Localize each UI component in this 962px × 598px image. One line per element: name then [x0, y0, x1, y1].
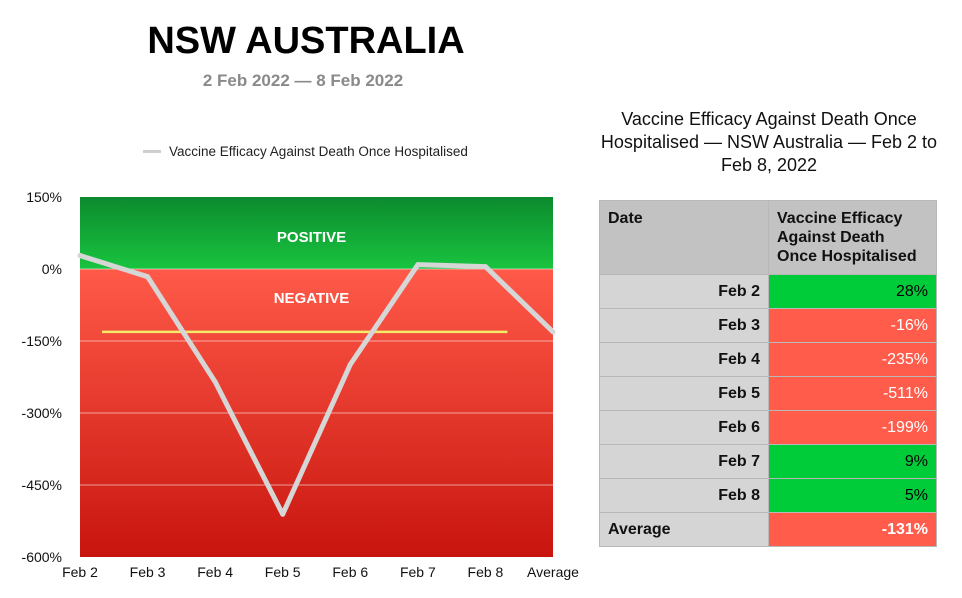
y-axis-ticks: 150% 0% -150% -300% -450% -600% [22, 189, 62, 565]
x-tick-label: Feb 8 [468, 564, 504, 580]
row-value: -235% [768, 342, 937, 377]
table-row: Feb 7 9% [599, 444, 937, 479]
chart-legend: Vaccine Efficacy Against Death Once Hosp… [143, 144, 468, 159]
y-tick-label: -600% [22, 549, 62, 565]
table-row: Feb 8 5% [599, 478, 937, 513]
row-value: 9% [768, 444, 937, 479]
row-date: Feb 5 [599, 376, 769, 411]
data-point [550, 329, 556, 335]
row-date: Feb 2 [599, 274, 769, 309]
table-row: Feb 5 -511% [599, 376, 937, 411]
data-point [415, 262, 421, 268]
x-tick-label: Feb 4 [197, 564, 233, 580]
negative-band-label: NEGATIVE [274, 290, 350, 307]
legend-label: Vaccine Efficacy Against Death Once Hosp… [169, 144, 468, 159]
legend-swatch [143, 150, 161, 153]
table-row: Feb 3 -16% [599, 308, 937, 343]
x-tick-label: Feb 6 [332, 564, 368, 580]
positive-band-label: POSITIVE [277, 229, 346, 246]
row-date: Feb 6 [599, 410, 769, 445]
efficacy-line-chart: POSITIVE NEGATIVE 150% 0% -150% -300% -450% -… [22, 189, 580, 580]
y-tick-label: -150% [22, 333, 62, 349]
header-date: Date [599, 200, 769, 275]
x-tick-label: Feb 7 [400, 564, 436, 580]
page-title: NSW AUSTRALIA [147, 20, 465, 62]
table-row: Feb 2 28% [599, 274, 937, 309]
x-tick-label: Average [527, 564, 579, 580]
row-date: Feb 8 [599, 478, 769, 513]
average-value: -131% [768, 512, 937, 547]
positive-band [80, 197, 553, 269]
table-title: Vaccine Efficacy Against Death Once Hosp… [600, 109, 938, 175]
row-date: Feb 4 [599, 342, 769, 377]
x-tick-label: Feb 5 [265, 564, 301, 580]
efficacy-table: Date Vaccine Efficacy Against Death Once… [599, 200, 937, 547]
table-row: Feb 4 -235% [599, 342, 937, 377]
data-point [482, 264, 488, 270]
row-value: -511% [768, 376, 937, 411]
row-value: 5% [768, 478, 937, 513]
y-tick-label: -450% [22, 477, 62, 493]
average-label: Average [599, 512, 769, 547]
data-point [280, 511, 286, 517]
data-point [145, 274, 151, 280]
table-row: Feb 6 -199% [599, 410, 937, 445]
row-value: -199% [768, 410, 937, 445]
y-tick-label: 150% [26, 189, 62, 205]
row-date: Feb 7 [599, 444, 769, 479]
data-point [212, 379, 218, 385]
grid-lines [80, 268, 553, 486]
x-axis-ticks: Feb 2 Feb 3 Feb 4 Feb 5 Feb 6 Feb 7 Feb 8 Avera… [62, 564, 579, 580]
data-point [347, 362, 353, 368]
y-tick-label: 0% [42, 261, 62, 277]
y-tick-label: -300% [22, 405, 62, 421]
data-point [77, 253, 83, 259]
header-efficacy: Vaccine Efficacy Against Death Once Hosp… [768, 200, 937, 275]
table-header-row: Date Vaccine Efficacy Against Death Once… [599, 200, 937, 275]
date-range-subtitle: 2 Feb 2022 — 8 Feb 2022 [202, 71, 404, 90]
x-tick-label: Feb 3 [130, 564, 166, 580]
row-date: Feb 3 [599, 308, 769, 343]
series-line [77, 253, 556, 517]
row-value: -16% [768, 308, 937, 343]
row-value: 28% [768, 274, 937, 309]
table-average-row: Average -131% [599, 512, 937, 547]
x-tick-label: Feb 2 [62, 564, 98, 580]
table-body: Feb 2 28% Feb 3 -16% Feb 4 -235% Feb 5 -… [599, 274, 937, 547]
